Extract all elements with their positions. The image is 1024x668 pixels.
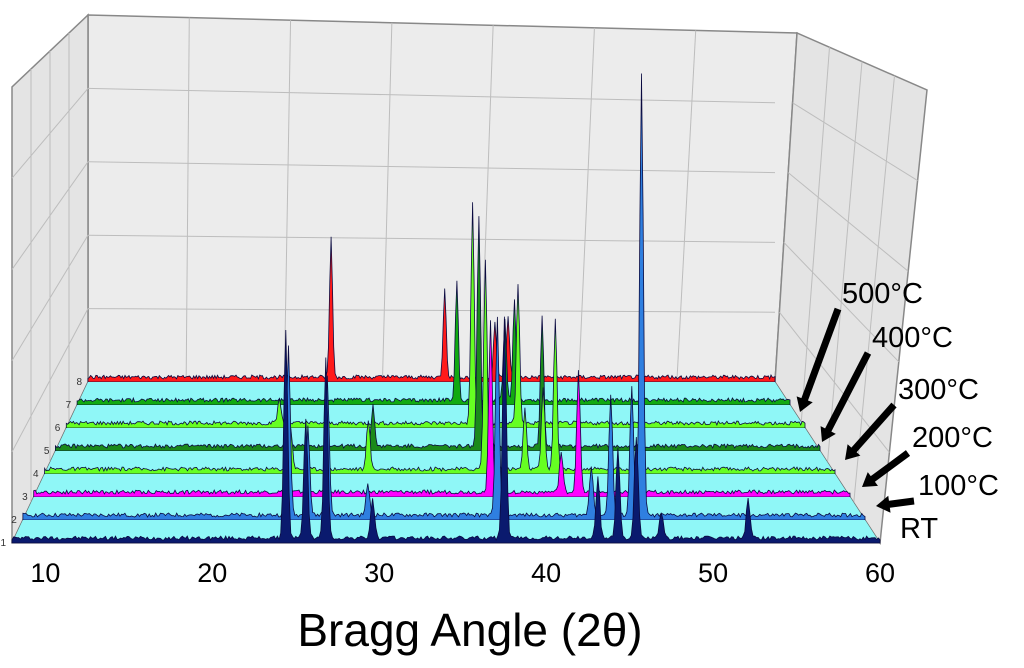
temperature-label: 300°C [898,374,979,406]
x-axis-label: Bragg Angle (2θ) [297,604,642,656]
grid-line [787,172,909,272]
grid-line [11,161,89,270]
series-area-row-2 [22,73,866,521]
series-area-row-5 [54,216,821,452]
row-label: 5 [44,446,50,457]
grid-line [676,30,697,383]
temperature-arrows [796,307,915,513]
chart-walls [11,13,928,546]
x-tick-label: 50 [698,558,728,588]
x-tick-label: 40 [531,558,561,588]
arrow-head [796,396,813,412]
arrow-head [845,444,861,460]
arrow-shaft [869,450,911,483]
series-area-row-7 [76,280,791,406]
x-tick-label: 20 [197,558,227,588]
temperature-label: 500°C [842,278,923,310]
x-tick-label: 60 [865,558,895,588]
x-tick-label: 30 [364,558,394,588]
series-area-row-4 [44,259,836,475]
temperature-label: RT [900,513,938,545]
row-label: 3 [22,492,28,503]
arrow-head [820,426,836,442]
arrow-shaft [887,497,915,508]
row-label: 8 [76,377,82,388]
grid-line [11,88,89,179]
arrow-shaft [824,351,872,433]
series-area-row-3 [33,320,851,498]
grid-line [11,308,89,453]
grid-line [800,47,830,423]
grid-line [283,20,292,383]
grid-line [87,87,776,104]
grid-line [578,27,595,383]
arrow-head [862,472,878,487]
grid-line [11,234,89,361]
temperature-labels: 500°C 400°C 300°C 200°C 100°C RT [842,278,999,545]
arrow-head [876,495,891,513]
grid-line [87,308,776,313]
row-label: 1 [0,538,6,549]
row-label: 6 [55,423,61,434]
series-area-row-6 [65,202,806,429]
grid-line [853,75,895,503]
grid-line [87,234,776,243]
grid-line [827,61,863,463]
grid-line [783,242,900,363]
grid-line [792,102,918,182]
x-tick-label: 10 [30,558,60,588]
grid-line [480,25,494,383]
row-labels: 1 2 3 4 5 6 7 8 [0,377,82,549]
grid-line [87,161,776,174]
grid-line [381,22,393,383]
temperature-label: 100°C [918,470,999,502]
back-wall [87,14,798,383]
temperature-label: 200°C [912,422,993,454]
series-area-row-8 [87,236,776,383]
chart-traces [11,73,881,544]
series-area-row-1 [11,316,881,544]
row-label: 4 [33,469,39,480]
grid-line [185,17,190,383]
temperature-label: 400°C [872,322,953,354]
arrow-shaft [800,307,842,402]
x-tick-labels: 10 20 30 40 50 60 [30,558,895,588]
arrow-shaft [850,402,897,454]
row-label: 7 [66,400,72,411]
row-label: 2 [11,515,17,526]
